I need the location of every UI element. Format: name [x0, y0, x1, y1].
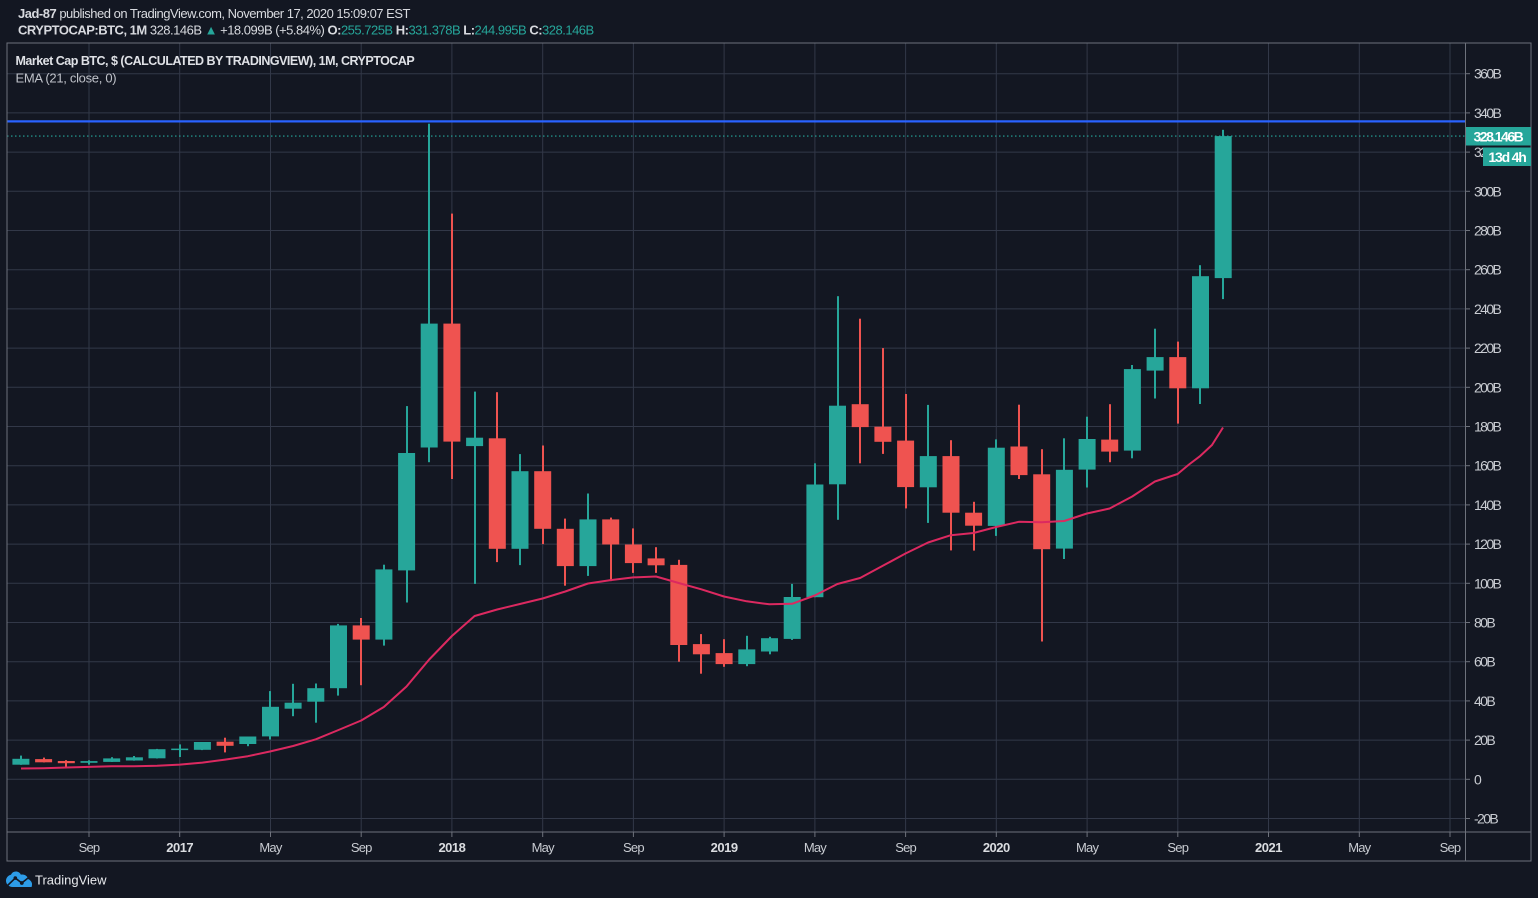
svg-text:120B: 120B: [1474, 536, 1502, 552]
svg-text:20B: 20B: [1474, 732, 1495, 748]
svg-text:Jad-87 published on TradingVie: Jad-87 published on TradingView.com, Nov…: [18, 6, 410, 21]
svg-text:160B: 160B: [1474, 458, 1502, 474]
svg-text:Market Cap BTC, $ (CALCULATED: Market Cap BTC, $ (CALCULATED BY TRADING…: [16, 54, 415, 68]
svg-text:260B: 260B: [1474, 262, 1502, 278]
svg-text:340B: 340B: [1474, 105, 1502, 121]
svg-text:360B: 360B: [1474, 66, 1502, 82]
svg-text:2020: 2020: [983, 840, 1010, 855]
svg-text:CRYPTOCAP:BTC, 1M 328.146B ▲: CRYPTOCAP:BTC, 1M 328.146B ▲ +18.099B (+…: [18, 23, 594, 38]
svg-text:200B: 200B: [1474, 379, 1502, 395]
svg-text:140B: 140B: [1474, 497, 1502, 513]
svg-text:EMA (21, close, 0): EMA (21, close, 0): [16, 71, 117, 86]
svg-text:100B: 100B: [1474, 575, 1502, 591]
svg-text:2018: 2018: [438, 840, 465, 855]
svg-text:Sep: Sep: [351, 840, 372, 855]
svg-text:2021: 2021: [1255, 840, 1282, 855]
svg-text:-20B: -20B: [1474, 811, 1498, 827]
svg-text:May: May: [804, 840, 827, 855]
svg-text:80B: 80B: [1474, 615, 1495, 631]
svg-text:40B: 40B: [1474, 693, 1495, 709]
svg-text:Sep: Sep: [895, 840, 916, 855]
svg-text:280B: 280B: [1474, 223, 1502, 239]
svg-text:TradingView: TradingView: [35, 873, 107, 888]
svg-text:220B: 220B: [1474, 340, 1502, 356]
svg-text:2019: 2019: [711, 840, 738, 855]
svg-text:May: May: [1076, 840, 1099, 855]
svg-text:Sep: Sep: [1167, 840, 1188, 855]
svg-text:Sep: Sep: [1440, 840, 1461, 855]
svg-text:60B: 60B: [1474, 654, 1495, 670]
svg-text:300B: 300B: [1474, 183, 1502, 199]
svg-text:0: 0: [1474, 771, 1482, 787]
svg-text:180B: 180B: [1474, 419, 1502, 435]
svg-text:May: May: [1348, 840, 1371, 855]
svg-text:328.146B: 328.146B: [1474, 128, 1524, 144]
svg-text:2017: 2017: [166, 840, 193, 855]
svg-text:13d 4h: 13d 4h: [1488, 149, 1526, 165]
svg-text:May: May: [259, 840, 282, 855]
svg-text:240B: 240B: [1474, 301, 1502, 317]
svg-text:Sep: Sep: [623, 840, 644, 855]
svg-text:May: May: [532, 840, 555, 855]
svg-text:Sep: Sep: [79, 840, 100, 855]
